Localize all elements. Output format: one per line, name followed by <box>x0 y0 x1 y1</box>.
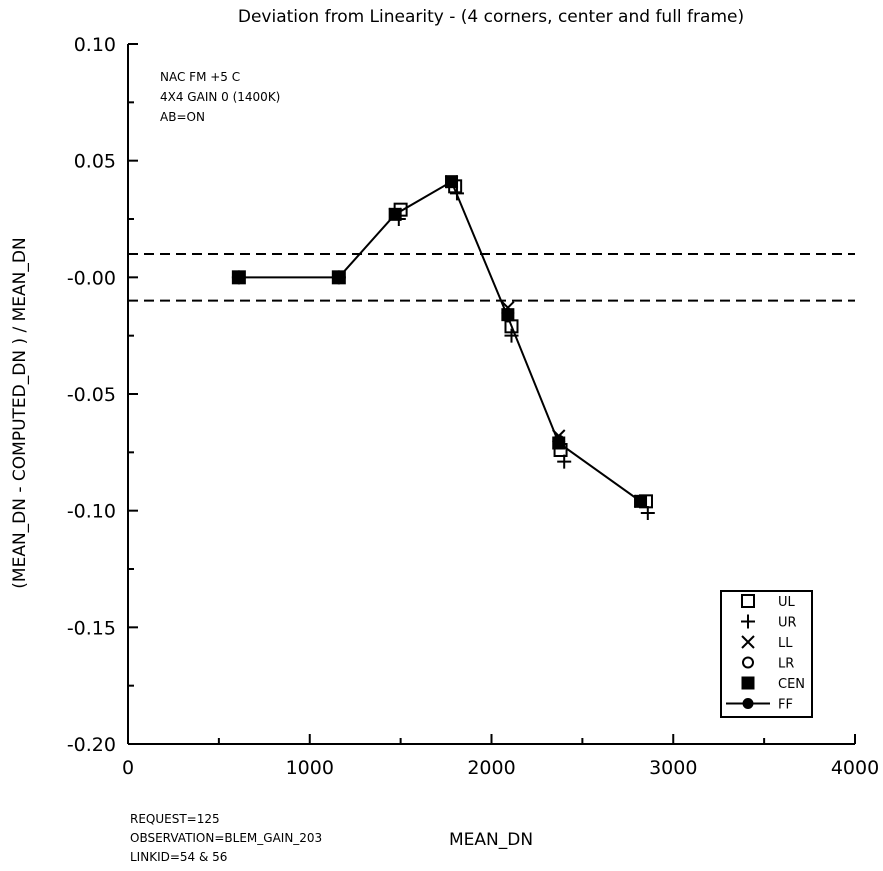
legend-lr-marker <box>742 656 754 669</box>
legend-cen-label: CEN <box>778 677 805 692</box>
series-ff-point <box>233 271 245 283</box>
x-tick-label: 1000 <box>286 757 334 779</box>
series-ur <box>231 186 655 520</box>
y-tick-label: -0.20 <box>67 734 116 756</box>
series-ff-point <box>333 271 345 283</box>
axis-ticks: 0 1000 2000 3000 4000 0.10 0.05 -0.00 -0.05 -0.10… <box>67 34 879 779</box>
y-tick-label: -0.00 <box>67 267 116 289</box>
series-ur-point <box>640 506 655 520</box>
chart-title: Deviation from Linearity - (4 corners, c… <box>238 7 744 27</box>
series-ul <box>231 179 653 509</box>
series-ur-point <box>557 454 572 469</box>
x-tick-label: 4000 <box>831 757 879 779</box>
reference-lines <box>128 253 855 302</box>
footer-notes: REQUEST=125 OBSERVATION=BLEM_GAIN_203 LI… <box>130 812 322 864</box>
legend-lr-label: LR <box>778 657 794 672</box>
plot-annotations: NAC FM +5 C 4X4 GAIN 0 (1400K) AB=ON <box>160 70 280 124</box>
legend-ur-label: UR <box>778 616 797 631</box>
annotation-gain: 4X4 GAIN 0 (1400K) <box>160 90 280 104</box>
series-ff-point <box>635 495 647 507</box>
series-ff <box>233 176 647 507</box>
series-ff-point <box>389 208 401 220</box>
footer-request: REQUEST=125 <box>130 812 220 826</box>
series-ff-point <box>502 311 514 323</box>
series-ff-point <box>446 176 458 188</box>
y-tick-label: 0.10 <box>74 34 116 56</box>
legend-ll-marker <box>741 635 755 649</box>
legend-ul-marker <box>741 594 755 608</box>
x-axis-label: MEAN_DN <box>449 830 533 850</box>
x-tick-label: 0 <box>122 757 134 779</box>
legend-box <box>720 590 813 718</box>
legend-ur-marker <box>741 614 755 629</box>
annotation-ab: AB=ON <box>160 110 205 124</box>
x-tick-label: 2000 <box>467 757 515 779</box>
y-tick-label: -0.05 <box>67 384 116 406</box>
series-ff-point <box>553 437 565 449</box>
legend-ll-label: LL <box>778 636 793 651</box>
series-ll <box>232 174 648 509</box>
footer-linkid: LINKID=54 & 56 <box>130 850 227 864</box>
x-tick-label: 3000 <box>649 757 697 779</box>
y-tick-label: -0.15 <box>67 617 116 639</box>
legend-ff-marker <box>742 698 754 709</box>
series-lr <box>232 175 647 508</box>
annotation-camera: NAC FM +5 C <box>160 70 240 84</box>
legend-ff-label: FF <box>778 698 793 713</box>
series-ff-line <box>238 180 642 503</box>
legend: UL UR LL LR CEN FF <box>720 590 813 718</box>
series-layer <box>231 174 655 520</box>
series-cen <box>232 175 648 508</box>
legend-cen-marker <box>741 676 755 690</box>
legend-ul-label: UL <box>778 595 796 610</box>
y-axis-label: (MEAN_DN - COMPUTED_DN ) / MEAN_DN <box>10 237 30 588</box>
footer-observation: OBSERVATION=BLEM_GAIN_203 <box>130 831 322 845</box>
y-tick-label: -0.10 <box>67 501 116 523</box>
y-tick-label: 0.05 <box>74 151 116 173</box>
